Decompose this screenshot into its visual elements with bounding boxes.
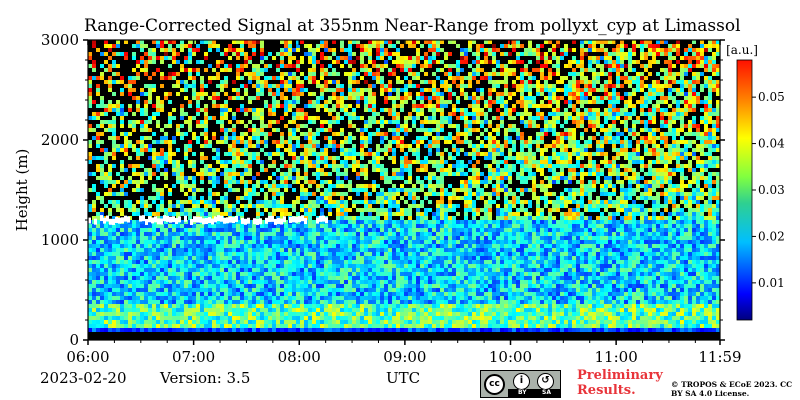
colorbar-unit: [a.u.] bbox=[726, 43, 758, 57]
x-tick-label: 09:00 bbox=[383, 348, 426, 366]
version-label: Version: 3.5 bbox=[160, 369, 251, 387]
y-tick-label: 3000 bbox=[41, 31, 79, 49]
colorbar-tick-label: 0.05 bbox=[758, 90, 785, 104]
copyright-notice: © TROPOS & ECoE 2023. CC BY SA 4.0 Licen… bbox=[671, 380, 793, 398]
colorbar-tick-label: 0.03 bbox=[758, 183, 785, 197]
date-label: 2023-02-20 bbox=[40, 369, 127, 387]
colorbar-tick-label: 0.04 bbox=[758, 137, 785, 151]
heatmap bbox=[88, 40, 720, 340]
x-tick-label: 10:00 bbox=[489, 348, 532, 366]
colorbar-tick-label: 0.01 bbox=[758, 276, 785, 290]
y-axis: 0 1000 2000 3000 bbox=[41, 31, 725, 349]
y-tick-label: 2000 bbox=[41, 131, 79, 149]
x-tick-label: 11:00 bbox=[595, 348, 638, 366]
license-strip: BY SA bbox=[508, 389, 560, 397]
x-axis-label: UTC bbox=[386, 369, 421, 387]
chart-title: Range-Corrected Signal at 355nm Near-Ran… bbox=[84, 16, 741, 36]
x-tick-label: 06:00 bbox=[66, 348, 109, 366]
share-alike-icon: ↺ bbox=[537, 373, 554, 390]
license-sa: SA bbox=[542, 389, 551, 396]
y-tick-label: 0 bbox=[69, 331, 79, 349]
x-tick-label: 11:59 bbox=[698, 348, 741, 366]
y-axis-label: Height (m) bbox=[13, 149, 31, 232]
colorbar-tick-label: 0.02 bbox=[758, 229, 785, 243]
plot-frame bbox=[87, 39, 721, 341]
preliminary-notice: Preliminary Results. bbox=[577, 368, 663, 398]
license-by: BY bbox=[518, 389, 527, 396]
attribution-icon: i bbox=[513, 373, 530, 390]
colorbar bbox=[736, 59, 753, 321]
no-signal-zone bbox=[88, 332, 720, 340]
x-tick-label: 08:00 bbox=[278, 348, 321, 366]
x-axis: 06:00 07:00 08:00 09:00 10:00 11:00 11:59 bbox=[66, 40, 742, 366]
colorbar-ticks: 0.01 0.02 0.03 0.04 0.05 bbox=[752, 90, 785, 290]
x-tick-label: 07:00 bbox=[172, 348, 215, 366]
y-tick-label: 1000 bbox=[41, 231, 79, 249]
cc-license-badge[interactable]: cc i ↺ BY SA bbox=[480, 370, 561, 398]
cc-icon: cc bbox=[484, 374, 505, 395]
